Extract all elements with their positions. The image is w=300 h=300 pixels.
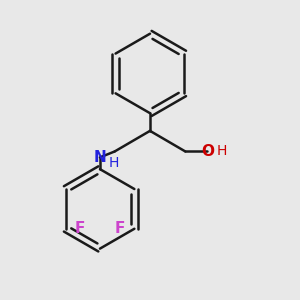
Text: N: N [94, 150, 106, 165]
Text: O: O [201, 144, 214, 159]
Text: F: F [74, 221, 85, 236]
Text: H: H [109, 156, 119, 170]
Text: H: H [217, 145, 227, 158]
Text: F: F [115, 221, 125, 236]
